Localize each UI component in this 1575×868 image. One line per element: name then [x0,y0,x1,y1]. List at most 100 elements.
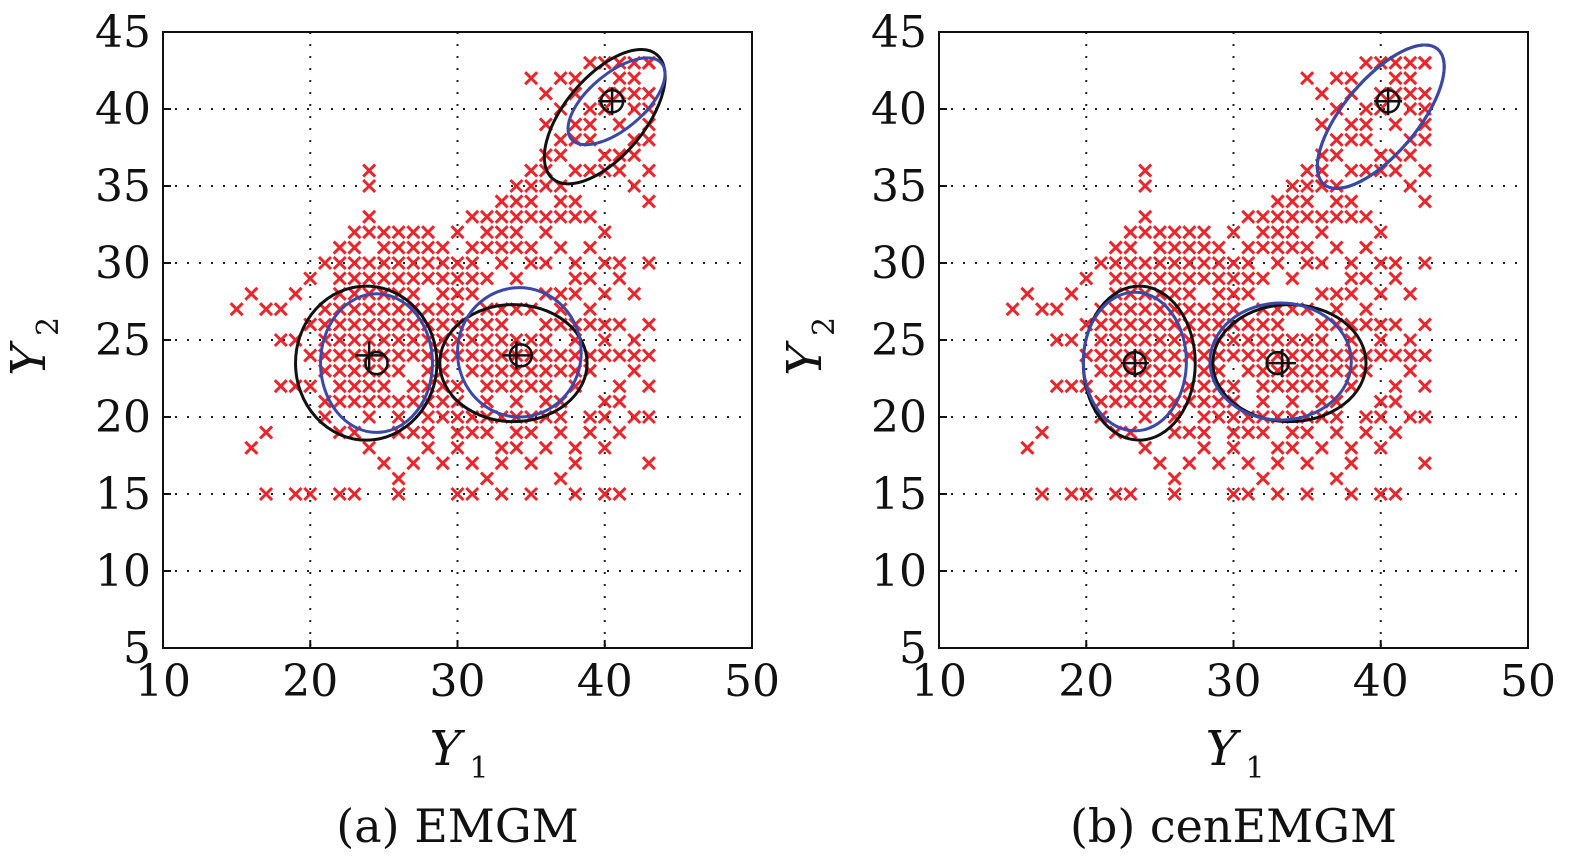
data-point [524,194,539,209]
data-point [1403,178,1418,194]
data-point [376,456,391,471]
data-point [391,225,406,240]
data-point [479,363,495,378]
data-point [1079,486,1094,502]
data-point [1152,456,1167,471]
data-point [1152,225,1167,240]
ellipse-true [294,284,439,442]
data-point [509,209,524,224]
data-point [568,486,583,502]
data-point [494,348,509,363]
data-point [1314,286,1329,301]
data-point [1417,117,1432,132]
data-point [259,486,274,502]
data-point [391,317,406,332]
data-point [1300,363,1315,378]
data-point [1211,394,1226,409]
data-point [1138,317,1153,332]
data-point [1196,332,1212,348]
data-point [450,379,465,394]
data-point [1138,178,1153,194]
data-point [597,348,612,363]
data-point [347,363,362,378]
data-point [1344,163,1359,178]
data-point [1344,255,1359,271]
data-point [1167,240,1182,255]
data-point [332,317,347,332]
center-circle-marker [364,350,389,376]
data-point [1329,348,1344,363]
panel-caption: (a) EMGM [336,799,578,853]
data-point [509,425,524,440]
data-point [406,394,421,409]
data-point [641,456,656,471]
data-point [1314,117,1329,132]
data-point [1329,71,1344,86]
data-point [420,425,436,440]
data-point [1196,409,1212,425]
data-point [553,363,568,378]
data-point [1314,379,1329,394]
data-point [1344,456,1359,471]
data-point [1270,456,1285,471]
data-point [1300,332,1315,348]
data-point [450,409,465,425]
data-point [465,255,480,271]
data-point [465,286,480,301]
data-point [524,379,539,394]
y-axis-label-subscript: 2 [807,317,842,336]
data-point [1226,255,1241,271]
data-point [1138,225,1153,240]
data-point [1241,255,1256,271]
data-point [553,194,568,209]
data-point [420,240,436,255]
data-point [406,255,421,271]
data-point [1226,486,1241,502]
data-point [1167,255,1182,271]
data-point [1226,302,1241,317]
data-point [524,425,539,440]
data-point [627,148,642,163]
data-point [465,456,480,471]
data-point [612,379,627,394]
data-point [347,271,362,286]
data-point [1093,332,1109,348]
data-point [1108,302,1123,317]
data-point [420,271,436,286]
y-tick-label: 25 [95,315,151,366]
data-point [641,132,656,147]
data-point [1388,117,1403,132]
data-point [1138,209,1153,224]
data-point [538,348,553,363]
data-point [1138,332,1153,348]
data-point [332,363,347,378]
y-tick-label: 35 [95,161,151,212]
data-point [1329,209,1344,224]
data-point [259,425,274,440]
data-point [494,486,509,502]
data-point [1270,194,1285,209]
data-point [612,317,627,332]
data-point [1226,379,1241,394]
data-point [1329,286,1344,301]
data-point [406,240,421,255]
data-point [347,225,362,240]
data-point [1152,379,1167,394]
data-point [524,363,539,378]
data-point [420,225,436,240]
data-point [1167,332,1182,348]
center-circle-marker [1265,350,1290,376]
data-point [1211,255,1226,271]
data-point [538,440,553,455]
data-point [627,86,642,101]
data-point [1300,163,1315,178]
data-point [582,317,598,332]
data-point [259,302,274,317]
data-point [597,317,612,332]
data-point [1270,225,1285,240]
data-point [1241,271,1256,286]
data-point [479,379,495,394]
data-point [494,456,509,471]
data-point [1196,240,1212,255]
data-point [1388,255,1403,271]
